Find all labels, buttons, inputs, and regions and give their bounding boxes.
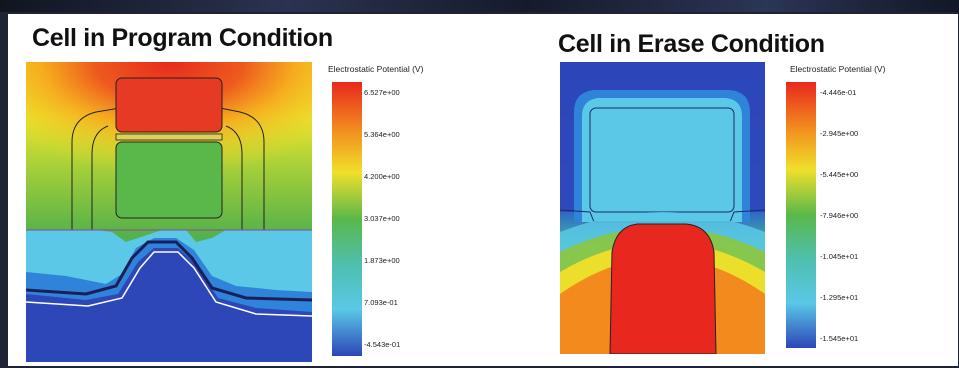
program-colorbar-title: Electrostatic Potential (V) bbox=[328, 64, 424, 74]
program-colorbar-gradient bbox=[332, 82, 362, 356]
erase-potential-map bbox=[560, 62, 765, 354]
program-tick-6: 7.093e-01 bbox=[364, 298, 398, 307]
erase-tick-7: -1.545e+01 bbox=[820, 334, 859, 343]
program-spacer-right bbox=[219, 107, 265, 230]
program-tick-1: 6.527e+00 bbox=[364, 88, 400, 97]
program-tick-4: 3.037e+00 bbox=[364, 214, 400, 223]
erase-title: Cell in Erase Condition bbox=[558, 30, 825, 58]
erase-colorbar-title: Electrostatic Potential (V) bbox=[790, 64, 886, 74]
erase-colorbar-gradient bbox=[786, 82, 816, 348]
erase-channel-region bbox=[609, 223, 717, 354]
program-inner-right bbox=[225, 125, 243, 230]
erase-tick-4: -7.946e+00 bbox=[820, 211, 859, 220]
program-tick-2: 5.364e+00 bbox=[364, 130, 400, 139]
erase-tick-5: -1.045e+01 bbox=[820, 252, 859, 261]
erase-tick-6: -1.295e+01 bbox=[820, 293, 859, 302]
program-spacer-left bbox=[71, 107, 121, 230]
erase-floating-gate bbox=[589, 107, 735, 213]
program-depletion-edge bbox=[26, 251, 312, 317]
program-interpoly-dielectric bbox=[115, 133, 223, 141]
erase-colorbar bbox=[786, 82, 816, 348]
program-title: Cell in Program Condition bbox=[32, 24, 333, 52]
erase-tick-1: -4.446e-01 bbox=[820, 88, 857, 97]
program-floating-gate bbox=[115, 141, 223, 219]
program-tick-3: 4.200e+00 bbox=[364, 172, 400, 181]
program-channel-contour bbox=[26, 240, 312, 302]
erase-tick-2: -2.945e+00 bbox=[820, 129, 859, 138]
erase-tick-3: -5.445e+00 bbox=[820, 170, 859, 179]
program-substrate-deep bbox=[26, 248, 312, 362]
program-potential-map bbox=[26, 62, 312, 362]
program-tick-5: 1.873e+00 bbox=[364, 256, 400, 265]
program-tick-7: -4.543e-01 bbox=[364, 340, 401, 349]
program-colorbar bbox=[332, 82, 362, 356]
decorative-top-strip bbox=[0, 0, 959, 12]
program-inner-left bbox=[91, 125, 109, 230]
program-control-gate bbox=[115, 77, 223, 133]
